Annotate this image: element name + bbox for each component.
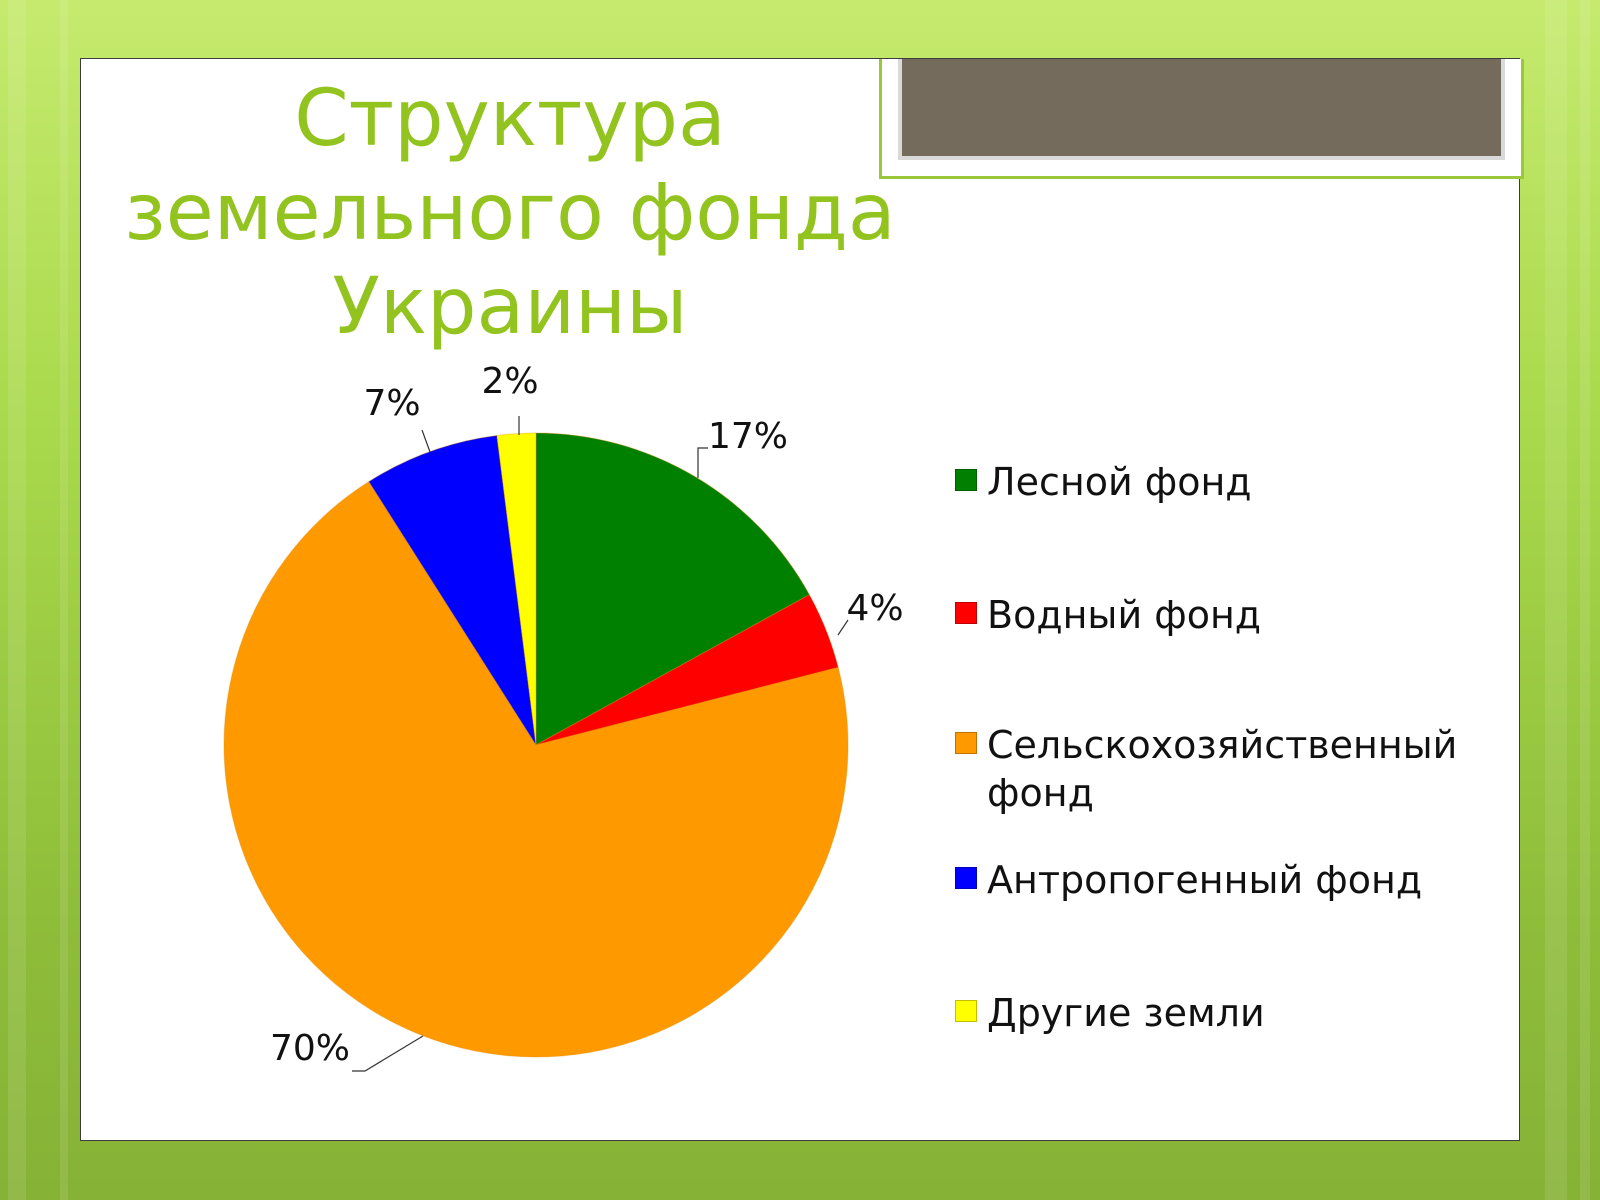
pie-data-label-2: 4% [846, 588, 903, 629]
legend-label-line: Другие земли [987, 991, 1265, 1035]
pie-data-labels: 17% 4% 70% 7% 2% [270, 361, 904, 1069]
legend-label-line: Антропогенный фонд [987, 858, 1423, 902]
legend-item-4: Антропогенный фонд [955, 856, 1422, 904]
slide-title-line-2: земельного фонда [124, 168, 896, 258]
legend-label-line: Водный фонд [987, 593, 1262, 637]
legend-label-2: Водный фонд [987, 591, 1261, 639]
pie-slice-5 [496, 432, 537, 746]
legend-item-5: Другие земли [955, 989, 1265, 1037]
legend-label-1: Лесной фонд [987, 458, 1252, 506]
title-decoration-box [879, 59, 1524, 179]
legend-swatch-2 [955, 602, 977, 624]
pie-data-label-4: 7% [363, 383, 420, 424]
pie-leader-lines [352, 416, 849, 1072]
legend-label-4: Антропогенный фонд [987, 856, 1422, 904]
legend-item-1: Лесной фонд [955, 458, 1252, 506]
slide-title-line-1: Структура [294, 74, 726, 164]
pie-slice-3 [223, 480, 849, 1058]
legend-item-3: Сельскохозяйственный фонд [955, 721, 1457, 817]
pie-leader-line-4 [421, 429, 431, 453]
legend-swatch-4 [955, 867, 977, 889]
legend-label-3: Сельскохозяйственный фонд [987, 721, 1457, 817]
legend-label-line: фонд [987, 771, 1094, 815]
pie-data-label-1: 17% [708, 416, 788, 457]
pie-slice-2 [535, 594, 839, 746]
legend-swatch-3 [955, 732, 977, 754]
legend-swatch-5 [955, 1000, 977, 1022]
slide-title-line-3: Украины [332, 262, 688, 352]
legend-swatch-1 [955, 469, 977, 491]
pie-leader-line-2 [837, 619, 849, 636]
legend-label-line: Лесной фонд [987, 460, 1252, 504]
pie-leader-line-3 [352, 1035, 424, 1072]
legend-label-line: Сельскохозяйственный [987, 723, 1458, 767]
pie-slices [223, 432, 849, 1058]
pie-slice-1 [535, 432, 811, 746]
pie-leader-line-1 [697, 447, 708, 478]
slide-title: Структура земельного фонда Украины [100, 72, 920, 354]
pie-data-label-3: 70% [270, 1028, 350, 1069]
pie-data-label-5: 2% [481, 361, 538, 402]
legend-label-5: Другие земли [987, 989, 1265, 1037]
legend-item-2: Водный фонд [955, 591, 1261, 639]
title-decoration-fill [898, 59, 1505, 160]
